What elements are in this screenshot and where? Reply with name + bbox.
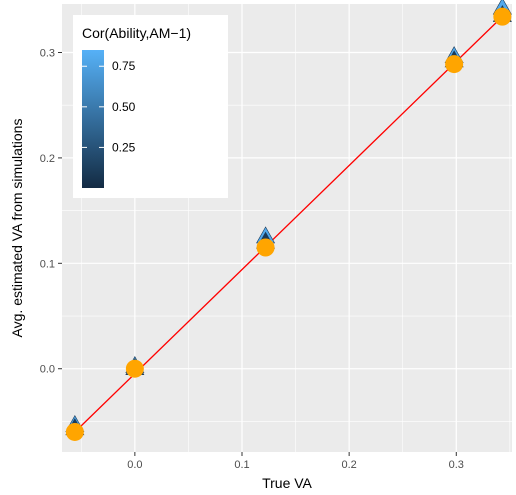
x-tick-label: 0.3 [449,459,464,471]
fit-line [74,16,503,433]
circle-point [65,422,84,441]
circle-point [445,55,464,74]
y-axis-ticks: 0.0 0.1 0.2 0.3 [40,47,62,376]
x-tick-label: 0.0 [127,459,142,471]
y-tick-label: 0.3 [40,47,55,59]
y-tick-label: 0.1 [40,258,55,270]
x-axis-ticks: 0.0 0.1 0.2 0.3 [127,452,464,471]
y-tick-label: 0.2 [40,153,55,165]
legend-tick-label: 0.25 [112,140,136,154]
legend-colorbar [82,50,104,188]
circle-series [65,7,512,441]
legend-title: Cor(Ability,AM−1) [82,25,191,41]
legend-tick-label: 0.50 [112,100,136,114]
reference-line [74,16,503,433]
circle-point [125,359,144,378]
legend-tick-label: 0.75 [112,59,136,73]
circle-point [493,7,512,26]
x-axis-title: True VA [262,475,312,491]
legend-ticks: 0.25 0.50 0.75 [82,59,136,154]
y-tick-label: 0.0 [40,364,55,376]
x-tick-label: 0.2 [341,459,356,471]
x-tick-label: 0.1 [234,459,249,471]
y-axis-title: Avg. estimated VA from simulations [9,119,25,338]
legend: 0.25 0.50 0.75 Cor(Ability,AM−1) [73,15,228,198]
circle-point [256,238,275,257]
